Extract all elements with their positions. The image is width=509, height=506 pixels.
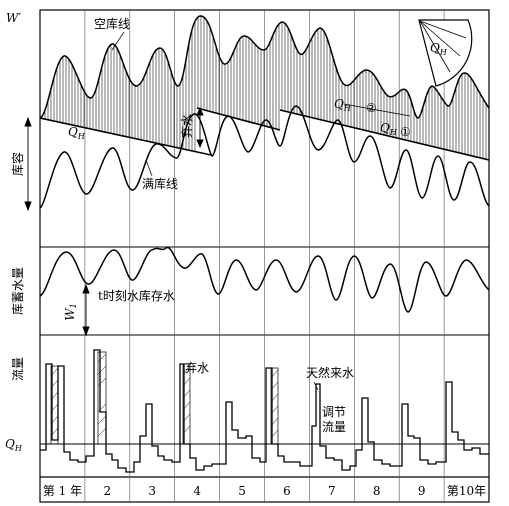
regulated-flow-label-2: 流量 (322, 420, 346, 434)
year-label: 6 (283, 484, 291, 498)
fan-qh-label: QH (430, 41, 448, 57)
qh-line1-label: QH (380, 121, 398, 137)
fan-indicator (418, 19, 473, 87)
full-reservoir-line (40, 107, 489, 161)
w1-arrow (82, 283, 90, 337)
year-label: 2 (104, 484, 112, 498)
year-label: 7 (328, 484, 336, 498)
storage-hatching (41, 15, 487, 160)
circle2-label: ② (366, 101, 377, 115)
qh-axis-label: QH (5, 437, 23, 453)
natural-inflow-steps (40, 349, 489, 473)
storage-curve (39, 246, 490, 313)
capacity-label: 库容 (10, 152, 25, 176)
circle1-label: ① (400, 125, 411, 139)
spill-upper-label: 弃水 (179, 114, 194, 138)
storage-time-label: t时刻水库存水 (98, 288, 175, 303)
qh-guide-line (343, 103, 411, 117)
qh-left-label: QH (68, 125, 86, 141)
year-axis: 第 1 年 2 3 4 5 6 7 8 9 第10年 (43, 484, 486, 498)
year-grid (84, 10, 445, 502)
natural-inflow-leader (313, 381, 319, 391)
full-reservoir-curve (40, 105, 489, 209)
year-label: 4 (193, 484, 201, 498)
flow-label: 流量 (11, 357, 25, 381)
flow-panel (40, 349, 489, 473)
qh-line2-label: QH (334, 97, 352, 113)
empty-line-label: 空库线 (94, 16, 130, 31)
year-label: 3 (148, 484, 156, 498)
regulated-flow-label-1: 调节 (322, 405, 346, 419)
year-label: 第 1 年 (43, 484, 82, 498)
capacity-arrow (24, 116, 32, 212)
full-line-label: 满库线 (142, 176, 178, 191)
full-line-leader (145, 159, 153, 177)
year-label: 8 (373, 484, 381, 498)
year-label: 5 (238, 484, 246, 498)
empty-reservoir-curve (40, 15, 489, 119)
capacity-panel (40, 15, 489, 209)
storage-label: 库蓄水量 (10, 267, 25, 315)
w1-label: W1 (63, 303, 78, 320)
y-axis-top-label: W′ (6, 11, 21, 25)
natural-inflow-label: 天然来水 (306, 365, 354, 380)
year-label: 第10年 (447, 484, 486, 498)
spill-lower-label: 弃水 (185, 360, 209, 375)
year-label: 9 (418, 484, 426, 498)
empty-line-leader (111, 31, 125, 51)
spill-arrow (196, 106, 204, 149)
